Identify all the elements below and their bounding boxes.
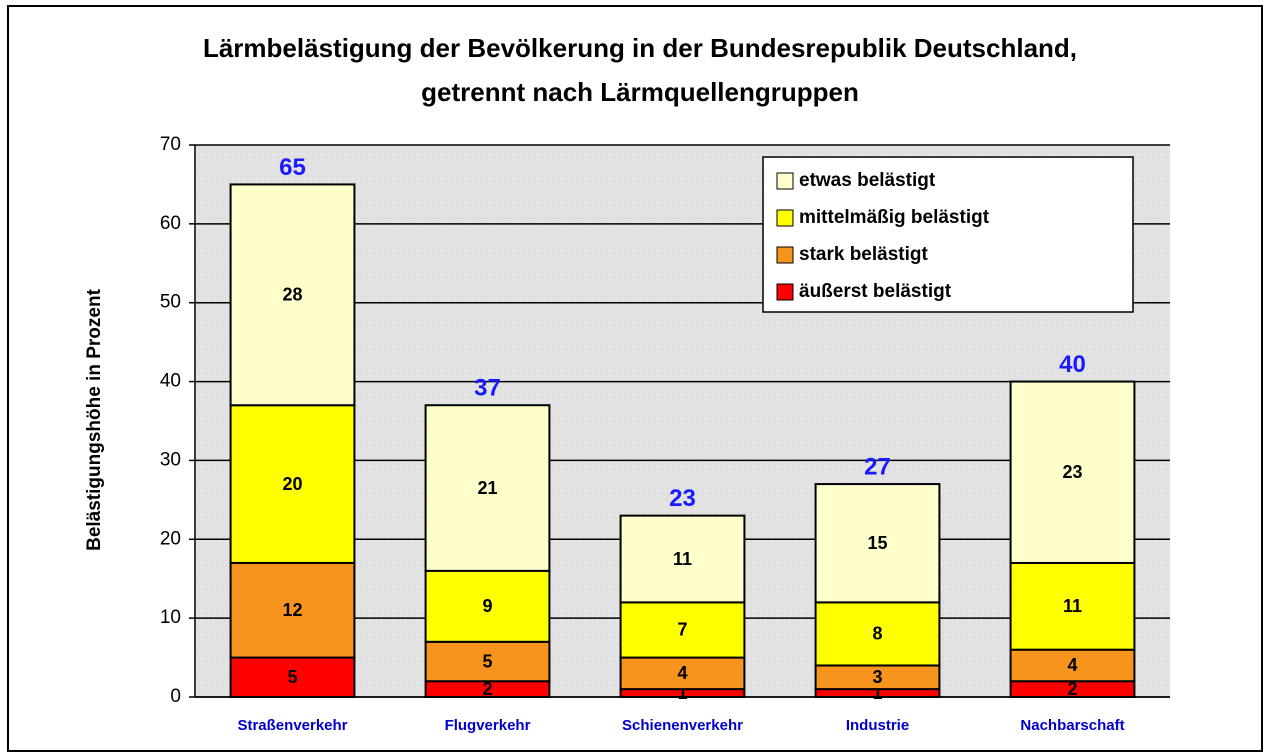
bar-segment xyxy=(619,656,746,691)
total-label: 37 xyxy=(474,375,501,402)
data-label: 2 xyxy=(1067,679,1077,699)
bar-segment xyxy=(814,483,941,604)
legend-swatch xyxy=(776,172,794,190)
legend-label: äußerst belästigt xyxy=(799,281,952,302)
bar-segment xyxy=(814,601,941,667)
bar-segment xyxy=(229,561,356,659)
data-label: 23 xyxy=(1062,462,1082,482)
y-tick-label: 10 xyxy=(160,607,181,628)
data-label: 3 xyxy=(872,667,882,687)
frame xyxy=(7,5,1263,752)
bar-segment xyxy=(229,656,356,698)
total-label: 40 xyxy=(1059,351,1086,378)
chart-title: Lärmbelästigung der Bevölkerung in der B… xyxy=(203,33,1077,63)
bar-segment xyxy=(1009,380,1136,564)
bar-segment xyxy=(619,601,746,659)
bar-segment xyxy=(424,569,551,643)
chart-title: getrennt nach Lärmquellengruppen xyxy=(421,77,859,107)
data-label: 12 xyxy=(282,600,302,620)
y-tick-label: 70 xyxy=(160,134,181,155)
x-tick-label: Straßenverkehr xyxy=(237,717,347,734)
data-label: 4 xyxy=(677,663,687,683)
data-label: 1 xyxy=(677,683,687,703)
data-label: 8 xyxy=(872,624,882,644)
bar-segment xyxy=(424,404,551,572)
data-label: 2 xyxy=(482,679,492,699)
legend-label: etwas belästigt xyxy=(799,170,936,191)
total-label: 27 xyxy=(864,453,891,480)
data-label: 11 xyxy=(1063,596,1082,616)
total-label: 65 xyxy=(279,154,306,181)
data-label: 5 xyxy=(287,667,297,687)
data-label: 9 xyxy=(482,596,492,616)
total-label: 23 xyxy=(669,485,696,512)
y-tick-label: 0 xyxy=(170,686,181,707)
data-label: 20 xyxy=(282,474,302,494)
x-tick-label: Flugverkehr xyxy=(445,717,531,734)
x-tick-label: Nachbarschaft xyxy=(1020,717,1124,734)
x-tick-label: Schienenverkehr xyxy=(622,717,743,734)
data-label: 28 xyxy=(282,285,302,305)
bar-segment xyxy=(229,404,356,564)
data-label: 5 xyxy=(482,651,492,671)
bar-segment xyxy=(229,183,356,407)
y-axis-label: Belästigungshöhe in Prozent xyxy=(84,288,105,550)
data-label: 21 xyxy=(477,478,497,498)
y-tick-label: 40 xyxy=(160,371,181,392)
data-label: 15 xyxy=(867,533,887,553)
data-label: 1 xyxy=(872,683,882,703)
legend-swatch xyxy=(776,246,794,264)
y-tick-label: 30 xyxy=(160,449,181,470)
bar-segment xyxy=(619,514,746,604)
y-tick-label: 50 xyxy=(160,292,181,313)
data-label: 7 xyxy=(677,620,687,640)
legend-swatch xyxy=(776,283,794,301)
bar-segment xyxy=(1009,561,1136,651)
y-tick-label: 60 xyxy=(160,213,181,234)
legend-box xyxy=(762,156,1134,313)
legend-label: stark belästigt xyxy=(799,244,928,265)
y-tick-label: 20 xyxy=(160,528,181,549)
data-label: 11 xyxy=(673,549,692,569)
data-label: 4 xyxy=(1067,655,1077,675)
x-tick-label: Industrie xyxy=(846,717,909,734)
legend-swatch xyxy=(776,209,794,227)
legend-label: mittelmäßig belästigt xyxy=(799,207,990,228)
